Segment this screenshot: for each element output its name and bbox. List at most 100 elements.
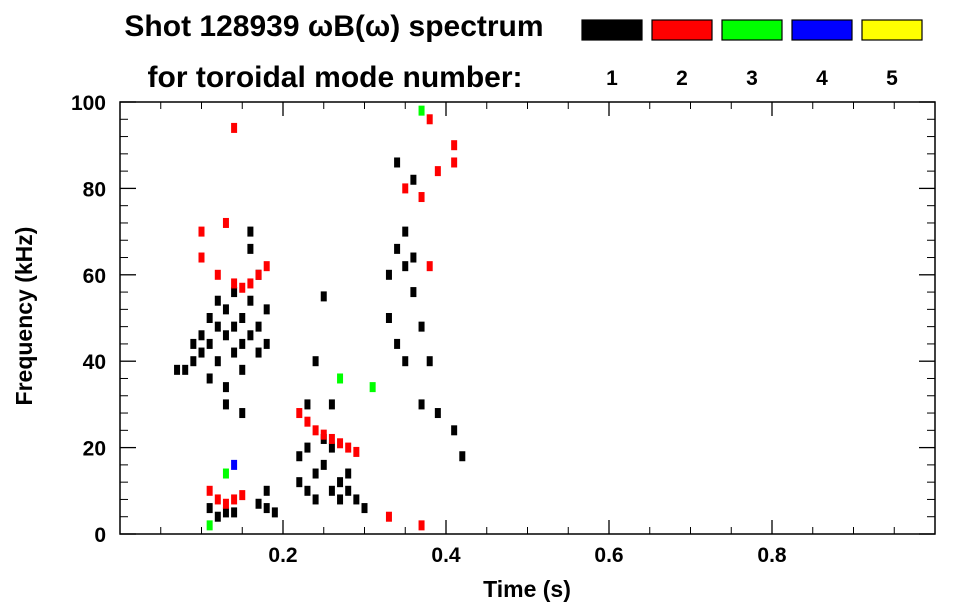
legend-swatch [581, 19, 643, 41]
data-point [304, 485, 311, 496]
legend-label: 4 [816, 67, 828, 90]
data-point [231, 278, 238, 289]
data-point [337, 477, 344, 488]
data-point [320, 429, 327, 440]
data-point [222, 507, 229, 518]
data-point [345, 485, 352, 496]
data-point [190, 338, 197, 349]
x-axis-title: Time (s) [483, 576, 571, 602]
data-point [385, 511, 392, 522]
data-point [247, 243, 254, 254]
data-point [385, 269, 392, 280]
y-tick-label: 100 [71, 92, 106, 115]
data-point [263, 304, 270, 315]
y-tick-label: 20 [83, 438, 106, 461]
data-point [304, 416, 311, 427]
data-point [345, 468, 352, 479]
axes: 0.2 0.4 0.6 0.8 0 20 40 60 80 100 [71, 92, 935, 567]
data-point [451, 425, 458, 436]
legend: 1 2 3 4 5 [581, 19, 923, 90]
data-point [263, 338, 270, 349]
data-point [222, 399, 229, 410]
data-point [434, 166, 441, 177]
legend-swatch [861, 19, 923, 41]
data-point [198, 347, 205, 358]
data-layer [174, 105, 466, 531]
data-point [328, 442, 335, 453]
legend-swatch [651, 19, 713, 41]
data-point [198, 252, 205, 263]
data-point [353, 446, 360, 457]
data-point [353, 494, 360, 505]
data-point [239, 313, 246, 323]
data-point [255, 347, 262, 358]
y-tick-label: 0 [94, 524, 106, 547]
data-point [231, 321, 238, 332]
data-point [206, 503, 213, 514]
data-point [231, 459, 238, 470]
data-point [402, 183, 409, 194]
data-point [418, 105, 425, 116]
data-point [402, 261, 409, 272]
x-tick-label: 0.6 [594, 544, 623, 567]
data-point [426, 261, 433, 272]
data-point [263, 485, 270, 496]
data-point [198, 330, 205, 341]
data-point [214, 511, 221, 522]
data-point [231, 122, 238, 133]
data-point [206, 485, 213, 496]
data-point [328, 399, 335, 410]
data-point [214, 494, 221, 505]
data-point [198, 226, 205, 237]
data-point [296, 408, 303, 419]
data-point [222, 217, 229, 228]
data-point [402, 356, 409, 367]
data-point [247, 295, 254, 306]
data-point [451, 140, 458, 151]
legend-swatch [791, 19, 853, 41]
data-point [394, 338, 401, 349]
data-point [459, 451, 466, 462]
data-point [304, 442, 311, 453]
data-point [328, 485, 335, 496]
data-point [410, 287, 417, 298]
data-point [361, 503, 368, 514]
data-point [214, 295, 221, 306]
data-point [418, 520, 425, 531]
data-point [410, 252, 417, 263]
data-point [206, 373, 213, 384]
data-point [312, 356, 319, 367]
data-point [182, 364, 189, 375]
x-tick-label: 0.2 [268, 544, 297, 567]
legend-swatch [721, 19, 783, 41]
data-point [304, 399, 311, 410]
data-point [231, 347, 238, 358]
data-point [247, 278, 254, 289]
data-point [394, 157, 401, 168]
data-point [296, 477, 303, 488]
data-point [328, 433, 335, 444]
data-point [214, 269, 221, 280]
data-point [222, 382, 229, 393]
data-point [247, 330, 254, 341]
data-point [190, 356, 197, 367]
data-point [247, 226, 254, 237]
y-tick-label: 40 [83, 351, 106, 374]
data-point [263, 261, 270, 272]
data-point [206, 313, 213, 323]
data-point [320, 291, 327, 302]
series-1 [174, 157, 466, 522]
data-point [255, 269, 262, 280]
data-point [418, 192, 425, 203]
data-point [418, 399, 425, 410]
data-point [239, 408, 246, 419]
data-point [239, 364, 246, 375]
data-point [263, 503, 270, 514]
chart-title: Shot 128939 ωB(ω) spectrum [124, 10, 543, 43]
data-point [271, 507, 278, 518]
data-point [402, 226, 409, 237]
data-point [239, 490, 246, 501]
data-point [239, 282, 246, 293]
data-point [239, 338, 246, 349]
